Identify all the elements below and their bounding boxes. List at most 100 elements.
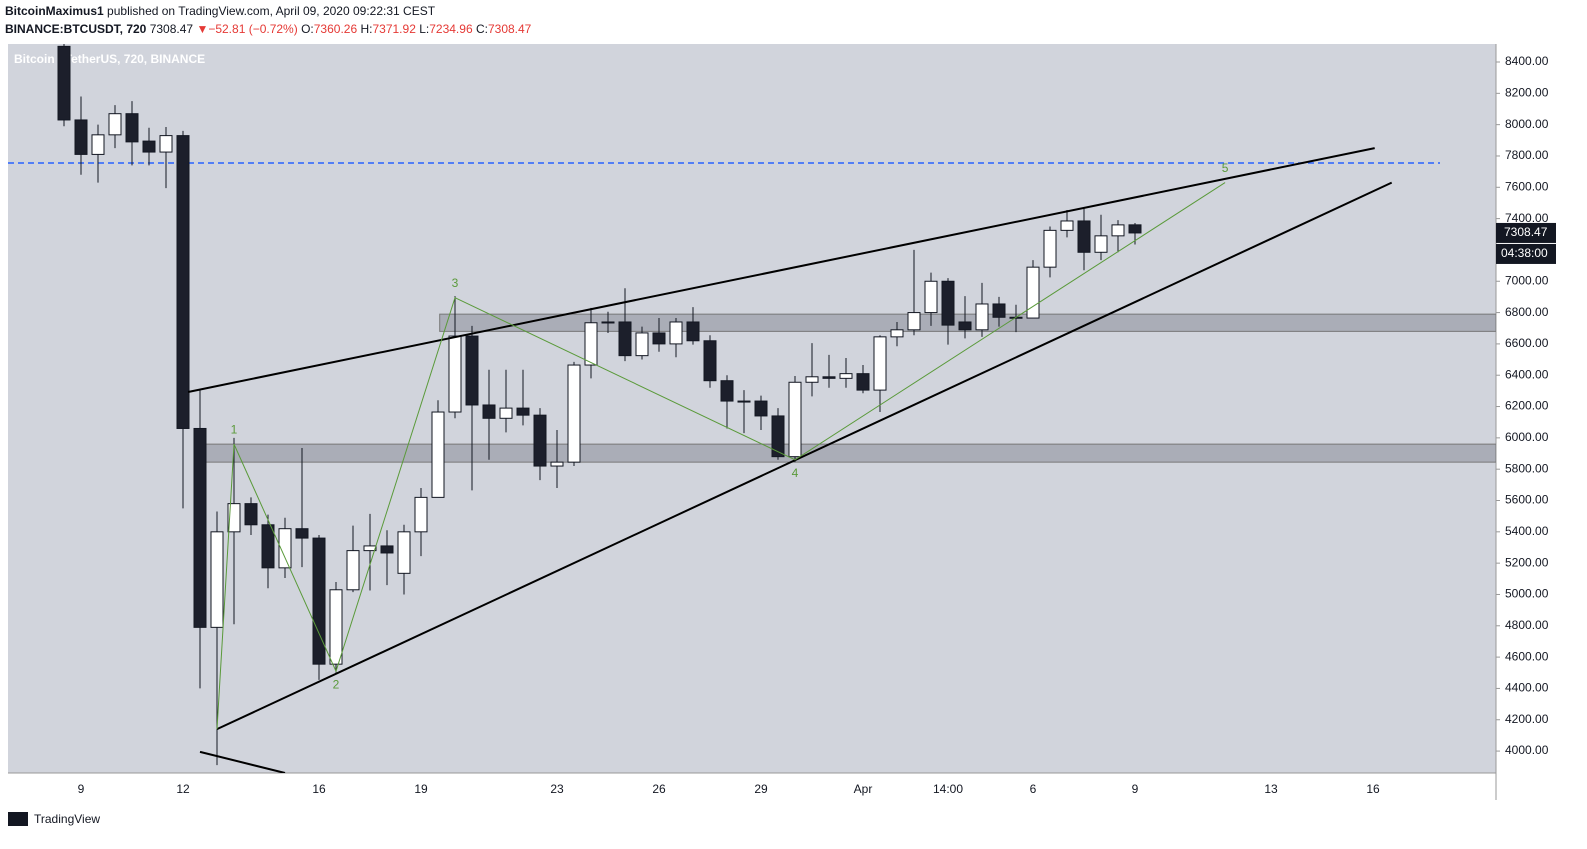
x-tick-label: 9 [78,782,85,796]
y-tick-label: 4800.00 [1505,618,1549,632]
candle-body [669,321,683,345]
x-tick-label: 12 [176,782,190,796]
x-tick-label: 6 [1030,782,1037,796]
candle-body [1128,224,1142,234]
candle-body [482,404,496,419]
l-value: 7234.96 [429,22,473,36]
candle-body [805,376,819,383]
candle-body [686,321,700,342]
h-value: 7371.92 [372,22,416,36]
y-tick-label: 5200.00 [1505,555,1549,569]
candle-body [958,321,972,331]
l-label: L: [419,22,429,36]
candle-body [788,381,802,458]
candle-body [890,329,904,338]
candle-body [822,376,836,379]
y-tick-label: 5800.00 [1505,461,1549,475]
candle-body [499,407,513,419]
price-tag-label: 7308.47 [1504,225,1548,239]
y-tick-label: 6400.00 [1505,367,1549,381]
y-tick-label: 8000.00 [1505,117,1549,131]
candle-body [193,427,207,628]
candle-body [91,134,105,155]
x-tick-label: 29 [754,782,768,796]
trend-line [216,181,1393,731]
candle-body [975,303,989,331]
y-tick-label: 7400.00 [1505,211,1549,225]
y-tick-label: 7600.00 [1505,179,1549,193]
candle-body [244,503,258,526]
x-tick-label: 13 [1264,782,1278,796]
y-tick-label: 7800.00 [1505,148,1549,162]
zone [199,443,1496,463]
candle-body [431,411,445,498]
wave-label: 3 [452,276,459,290]
countdown-label: 04:38:00 [1501,246,1548,260]
candle-body [924,280,938,314]
wave-label: 5 [1222,161,1229,175]
x-tick-label: Apr [854,782,873,796]
y-tick-label: 4000.00 [1505,743,1549,757]
candle-body [856,373,870,391]
candle-body [295,528,309,539]
y-tick-label: 6000.00 [1505,430,1549,444]
author: BitcoinMaximus1 [5,4,104,18]
candle-body [703,340,717,382]
candle-body [1094,235,1108,253]
arrow: ▼ [196,22,208,36]
y-tick-label: 8200.00 [1505,86,1549,100]
y-tick-label: 7000.00 [1505,273,1549,287]
x-tick-label: 16 [312,782,326,796]
y-tick-label: 6800.00 [1505,305,1549,319]
candle-body [550,461,564,467]
footer-brand: TradingView [34,812,100,826]
candle-body [448,335,462,413]
candle-body [397,531,411,574]
trend-line [199,750,286,773]
quote-line: BINANCE:BTCUSDT, 720 7308.47 ▼−52.81 (−0… [5,22,532,36]
candle-body [159,135,173,153]
candle-body [720,380,734,402]
candle-body [1060,220,1074,231]
plot-area [8,44,1496,773]
wave-label: 1 [231,422,238,436]
x-tick-label: 19 [414,782,428,796]
c-value: 7308.47 [488,22,532,36]
candle-body [108,113,122,136]
candle-body [584,322,598,366]
logo [8,812,28,826]
candle-body [652,332,666,345]
candle-body [210,531,224,628]
candle-body [1077,220,1091,253]
y-tick-label: 5400.00 [1505,524,1549,538]
change: −52.81 (−0.72%) [208,22,297,36]
y-tick-label: 5600.00 [1505,493,1549,507]
candle-body [635,332,649,357]
candle-body [941,280,955,326]
header-line: BitcoinMaximus1 published on TradingView… [5,4,436,18]
candle-body [601,321,615,324]
candle-body [907,312,921,331]
candle-body [754,400,768,417]
candle-body [125,113,139,143]
candle-body [74,119,88,155]
price-tag [1496,222,1556,243]
plot-layer [8,44,1496,773]
x-tick-label: 16 [1366,782,1380,796]
candle-body [839,373,853,379]
y-tick-label: 6600.00 [1505,336,1549,350]
x-tick-label: 9 [1132,782,1139,796]
h-label: H: [360,22,372,36]
candle-body [567,364,581,463]
candle-body [414,496,428,533]
candle-body [142,140,156,153]
y-tick-label: 5000.00 [1505,587,1549,601]
y-tick-label: 4200.00 [1505,712,1549,726]
wave-label: 4 [792,466,799,480]
candle-body [346,550,360,591]
candle-body [516,407,530,416]
candle-body [465,335,479,406]
o-label: O: [301,22,314,36]
last: 7308.47 [150,22,194,36]
